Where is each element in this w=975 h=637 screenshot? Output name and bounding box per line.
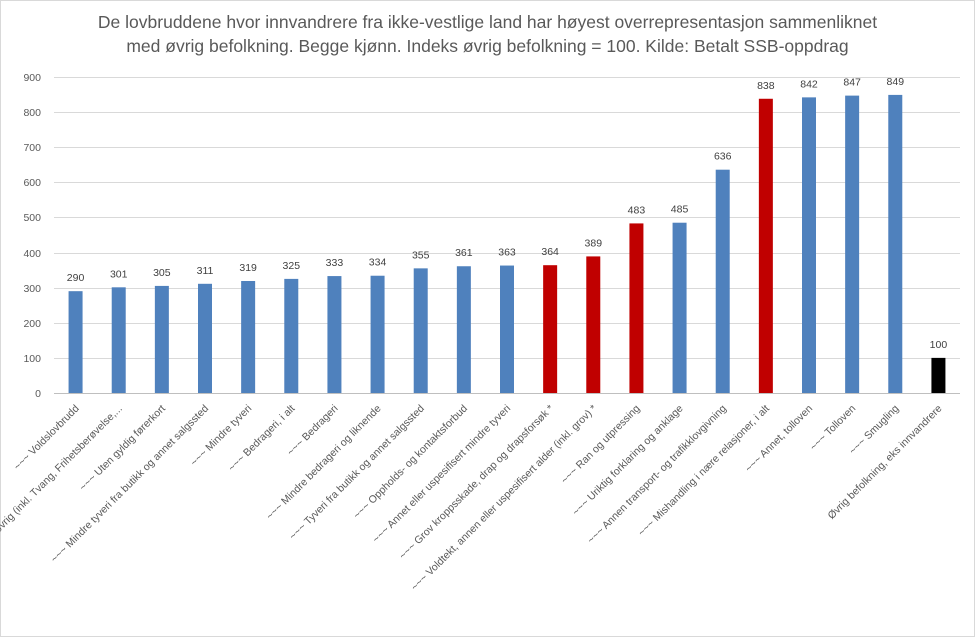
data-label: 305 bbox=[153, 267, 171, 279]
data-label: 389 bbox=[585, 237, 603, 249]
data-label: 485 bbox=[671, 204, 689, 216]
bar bbox=[845, 95, 860, 393]
y-tick-label: 500 bbox=[23, 212, 41, 224]
category-label: ~~~ Grov kroppsskade, drap og drapsforsø… bbox=[397, 403, 556, 562]
bar bbox=[629, 223, 644, 393]
data-label: 838 bbox=[757, 80, 775, 92]
bar bbox=[672, 222, 687, 393]
y-tick-label: 700 bbox=[23, 142, 41, 154]
chart-title: De lovbruddene hvor innvandrere fra ikke… bbox=[0, 10, 975, 58]
data-label: 361 bbox=[455, 247, 473, 259]
data-label: 363 bbox=[498, 247, 516, 259]
y-tick-label: 600 bbox=[23, 177, 41, 189]
data-label: 100 bbox=[930, 339, 948, 351]
bar bbox=[931, 357, 946, 393]
bar bbox=[111, 287, 126, 393]
category-label: ~~~ Uten gyldig førerkort bbox=[77, 403, 168, 494]
bar bbox=[154, 285, 169, 393]
data-label: 333 bbox=[326, 257, 344, 269]
data-label: 364 bbox=[541, 246, 559, 258]
data-label: 301 bbox=[110, 268, 128, 280]
data-label: 319 bbox=[239, 262, 257, 274]
y-tick-label: 100 bbox=[23, 353, 41, 365]
bar bbox=[758, 98, 773, 393]
bar bbox=[241, 280, 256, 393]
category-label: ~~~ Ran og utpressing bbox=[559, 403, 643, 487]
y-tick-label: 300 bbox=[23, 283, 41, 295]
bar bbox=[370, 275, 385, 393]
bar bbox=[284, 278, 299, 393]
chart-title-line-2: med øvrig befolkning. Begge kjønn. Indek… bbox=[126, 36, 849, 56]
data-label: 849 bbox=[887, 76, 905, 88]
y-tick-label: 200 bbox=[23, 318, 41, 330]
data-label: 290 bbox=[67, 272, 85, 284]
data-label: 311 bbox=[197, 265, 214, 277]
category-label: ~~~ Mindre tyveri fra butikk og annet sa… bbox=[48, 403, 211, 566]
bar bbox=[802, 97, 816, 393]
data-label: 325 bbox=[283, 260, 301, 272]
data-label: 847 bbox=[843, 77, 861, 89]
data-label: 842 bbox=[800, 78, 818, 90]
y-tick-label: 900 bbox=[23, 72, 41, 84]
bar bbox=[198, 283, 212, 393]
bars bbox=[68, 94, 946, 393]
y-tick-label: 0 bbox=[35, 388, 41, 400]
bar bbox=[413, 268, 428, 393]
x-axis-category-labels: ~~~ Voldslovbrudd~~~ Annet, øvrig (inkl.… bbox=[0, 403, 945, 594]
y-tick-label: 400 bbox=[23, 248, 41, 260]
bar bbox=[500, 265, 514, 393]
bar bbox=[68, 291, 83, 393]
bar bbox=[715, 169, 730, 393]
data-label: 636 bbox=[714, 151, 732, 163]
data-label: 483 bbox=[628, 204, 646, 216]
bar bbox=[543, 265, 558, 393]
bar bbox=[586, 256, 601, 393]
y-tick-label: 800 bbox=[23, 107, 41, 119]
data-label: 355 bbox=[412, 249, 430, 261]
data-label: 334 bbox=[369, 257, 387, 269]
chart-title-line-1: De lovbruddene hvor innvandrere fra ikke… bbox=[97, 12, 878, 32]
y-axis-ticks: 0 100 200 300 400 500 600 700 800 900 bbox=[23, 72, 41, 400]
bar bbox=[456, 266, 471, 393]
bar bbox=[327, 276, 342, 393]
bar bbox=[888, 94, 903, 393]
data-labels: 290 301 305 311 319 325 333 334 355 361 363 364 389 4… bbox=[67, 76, 948, 351]
